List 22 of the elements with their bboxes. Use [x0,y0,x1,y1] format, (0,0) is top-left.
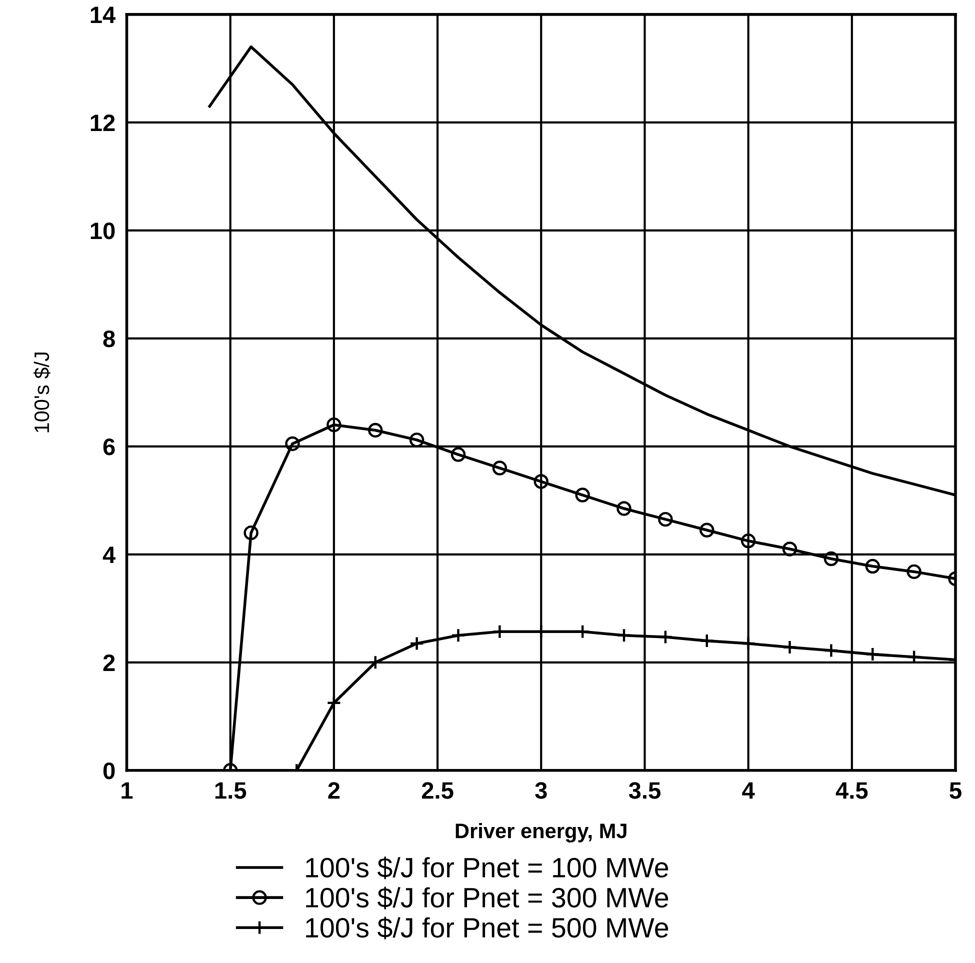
x-tick-label: 4 [742,782,755,799]
x-tick-label: 4.5 [836,782,868,799]
y-tick-label: 10 [90,222,115,240]
legend-label: 100's $/J for Pnet = 300 MWe [306,886,668,910]
x-tick-label: 1 [122,782,133,799]
y-tick-label: 4 [102,546,116,563]
x-tick-label: 3 [535,782,547,799]
y-tick-label: 0 [103,762,115,780]
y-tick-label: 14 [90,6,116,23]
x-tick-label: 5 [950,782,962,799]
x-tick-label: 2 [328,782,340,799]
legend-label: 100's $/J for Pnet = 100 MWe [306,856,668,880]
x-tick-label: 3.5 [628,782,660,799]
y-axis-title: 100's $/J [34,352,50,432]
x-tick-label: 1.5 [215,782,246,799]
y-tick-label: 12 [90,114,115,131]
y-tick-label: 2 [103,654,115,671]
y-tick-label: 8 [103,330,115,348]
x-axis-title: Driver energy, MJ [456,822,626,842]
y-tick-label: 6 [103,438,115,456]
x-tick-label: 2.5 [422,782,454,799]
legend-label: 100's $/J for Pnet = 500 MWe [306,916,668,940]
